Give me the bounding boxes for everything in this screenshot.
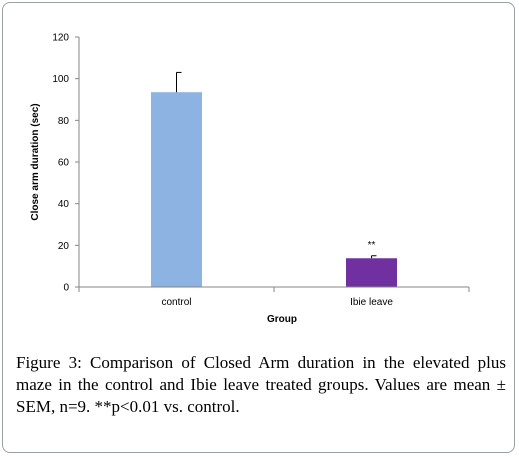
- caption-text: Comparison of Closed Arm duration in the…: [16, 353, 507, 416]
- y-tick-label: 20: [58, 241, 70, 252]
- y-tick-label: 100: [52, 74, 69, 85]
- y-tick-label: 60: [58, 158, 70, 169]
- x-axis-tick-labels: control Ibie leave: [78, 287, 470, 308]
- x-tick-label: Ibie leave: [350, 297, 393, 308]
- y-axis-ticks: 0 20 40 60 80 100 120: [52, 33, 79, 294]
- y-tick-label: 40: [58, 199, 70, 210]
- y-tick-label: 0: [63, 283, 69, 294]
- bar-ibie-leave: [346, 258, 397, 287]
- bar-chart: 0 20 40 60 80 100 120 ** control Ibie leave Clo…: [30, 33, 470, 325]
- bar-control: [151, 92, 202, 287]
- figure-frame: [2, 2, 515, 453]
- bars: **: [151, 71, 397, 287]
- y-axis-title: Close arm duration (sec): [30, 103, 41, 220]
- significance-label: **: [368, 240, 376, 251]
- y-tick-label: 80: [58, 116, 70, 127]
- figure-caption: Figure 3: Comparison of Closed Arm durat…: [16, 352, 506, 418]
- x-axis-title: Group: [267, 314, 297, 325]
- figure-label: Figure 3:: [16, 353, 82, 372]
- x-tick-label: control: [161, 297, 191, 308]
- y-tick-label: 120: [52, 33, 69, 44]
